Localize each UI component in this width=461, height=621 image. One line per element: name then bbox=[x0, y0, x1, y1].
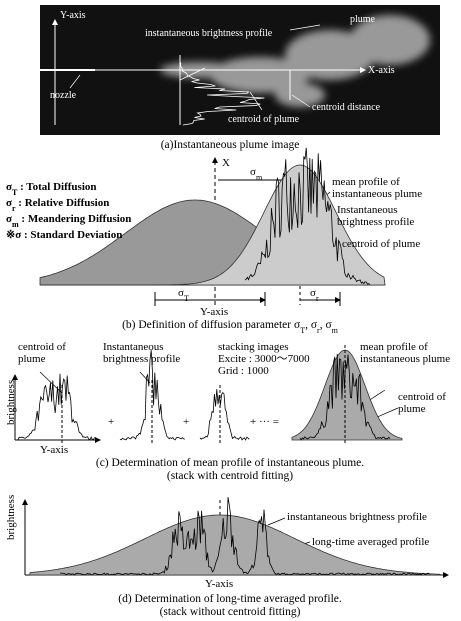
label: Y-axis bbox=[40, 444, 68, 456]
label: (d) Determination of long-time averaged … bbox=[118, 593, 342, 605]
label: mean profile of bbox=[360, 341, 428, 353]
text-run: (b) Definition of diffusion parameter σ bbox=[122, 319, 301, 331]
label: nozzle bbox=[50, 90, 77, 101]
caption: (a)Instantaneous plume image bbox=[161, 139, 300, 151]
label: centroid distance bbox=[312, 102, 381, 113]
label: long-time averaged profile bbox=[312, 536, 429, 548]
subscript: m bbox=[256, 173, 263, 182]
label: Instantaneous bbox=[337, 204, 397, 216]
label: brightness bbox=[5, 495, 17, 540]
text-run: , σ bbox=[320, 319, 333, 331]
label: X-axis bbox=[368, 65, 395, 76]
figure: Y-axis instantaneous brightness profile … bbox=[0, 0, 461, 621]
label: (stack without centroid fitting) bbox=[160, 606, 301, 618]
label: plume bbox=[350, 14, 376, 25]
label: Instantaneous bbox=[103, 341, 163, 353]
text-run: , σ bbox=[305, 319, 318, 331]
label: instantaneous brightness profile bbox=[145, 28, 273, 39]
label: stacking images bbox=[218, 341, 289, 353]
label: (c) Determination of mean profile of ins… bbox=[96, 457, 364, 469]
label: σT : Total Diffusion bbox=[6, 181, 97, 197]
label: Y-axis bbox=[200, 306, 228, 318]
label: mean profile of bbox=[332, 176, 400, 188]
label: σm bbox=[250, 166, 263, 182]
label: Y-axis bbox=[60, 10, 86, 21]
label: brightness profile bbox=[337, 216, 414, 228]
text-run: : Relative Diffusion bbox=[16, 197, 110, 209]
brightness-profile bbox=[200, 389, 249, 440]
label: Y-axis bbox=[205, 578, 233, 590]
label: centroid of plume bbox=[342, 238, 420, 250]
text-run: : Total Diffusion bbox=[17, 181, 96, 193]
label: instantaneous plume bbox=[332, 188, 422, 200]
label: ※σ : Standard Deviation bbox=[6, 229, 122, 241]
subscript: T bbox=[184, 294, 189, 303]
label: X bbox=[222, 157, 230, 169]
label: Grid : 1000 bbox=[218, 365, 269, 377]
label: + ··· = bbox=[250, 416, 279, 428]
text-run: : Meandering Diffusion bbox=[19, 213, 132, 225]
panel-c: centroid ofplumeInstantaneousbrightness … bbox=[5, 341, 450, 482]
label: centroid of plume bbox=[228, 114, 300, 125]
label: σm : Meandering Diffusion bbox=[6, 213, 131, 229]
label: brightness bbox=[5, 380, 17, 425]
label: centroid of bbox=[398, 391, 446, 403]
label: Excite : 3000〜7000 bbox=[218, 353, 310, 365]
panel-a: Y-axis instantaneous brightness profile … bbox=[40, 5, 440, 151]
label: plume bbox=[398, 403, 426, 415]
text-run: : Standard Deviation bbox=[21, 229, 122, 241]
label: (b) Definition of diffusion parameter σT… bbox=[122, 319, 339, 335]
label: centroid of bbox=[18, 341, 66, 353]
label: plume bbox=[18, 353, 46, 365]
label: instantaneous brightness profile bbox=[287, 511, 427, 523]
label: instantaneous plume bbox=[360, 353, 450, 365]
label: brightness profile bbox=[103, 353, 180, 365]
subscript: r bbox=[316, 294, 319, 303]
label: + bbox=[183, 416, 189, 428]
panel-d: brightness instantaneous brightness profi… bbox=[5, 495, 448, 618]
label: (stack with centroid fitting) bbox=[167, 470, 293, 482]
label: + bbox=[108, 416, 114, 428]
subscript: m bbox=[332, 326, 339, 335]
label: σr : Relative Diffusion bbox=[6, 197, 109, 213]
brightness-profile bbox=[18, 374, 95, 440]
text-run: ※σ bbox=[6, 229, 21, 241]
